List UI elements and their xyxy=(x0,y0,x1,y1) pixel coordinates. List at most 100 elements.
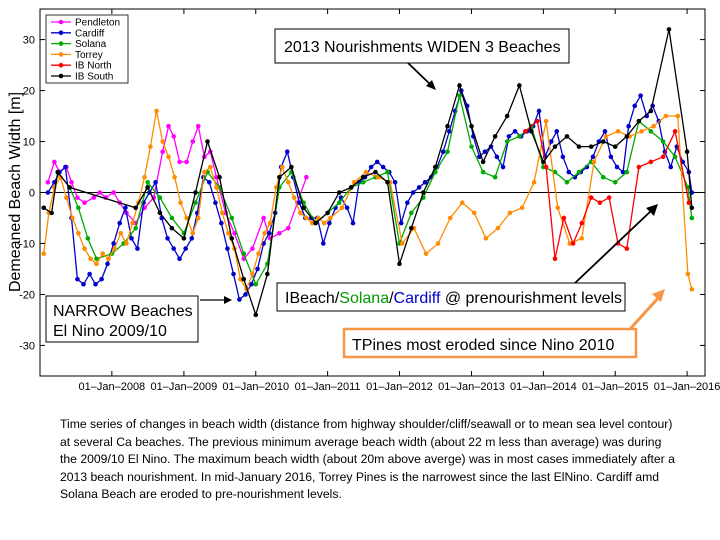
y-ticks: -30 -20 -10 0 10 20 30 xyxy=(19,35,705,352)
data-point xyxy=(207,164,213,170)
data-point xyxy=(380,164,386,170)
data-point xyxy=(385,169,390,175)
data-point xyxy=(675,113,681,119)
data-point xyxy=(237,297,242,302)
annotation-nourish-text: 2013 Nourishments WIDEN 3 Beaches xyxy=(284,39,561,56)
data-point xyxy=(229,215,235,221)
data-point xyxy=(689,287,695,292)
legend-swatch-marker xyxy=(58,73,64,79)
x-tick-label: 01–Jan–2012 xyxy=(366,381,433,393)
data-point xyxy=(531,180,537,185)
annotation-prenourish-box xyxy=(276,282,626,312)
data-point xyxy=(672,154,678,160)
data-point xyxy=(564,180,570,185)
data-point xyxy=(648,159,654,165)
data-point xyxy=(253,281,259,287)
data-point xyxy=(660,139,666,144)
data-point xyxy=(207,180,212,185)
data-point xyxy=(603,134,609,139)
data-point xyxy=(608,154,614,160)
data-point xyxy=(666,27,672,32)
data-point xyxy=(339,205,345,211)
data-point xyxy=(360,174,366,180)
data-point xyxy=(214,185,219,190)
data-point xyxy=(480,159,486,165)
data-point xyxy=(195,215,201,221)
data-point xyxy=(620,169,626,175)
data-point xyxy=(85,236,91,241)
data-point xyxy=(304,215,309,221)
legend-label: Solana xyxy=(75,39,107,50)
data-point xyxy=(169,225,175,231)
legend-swatch-marker xyxy=(58,41,64,46)
data-point xyxy=(157,210,163,216)
data-point xyxy=(482,149,488,155)
data-point xyxy=(265,271,270,277)
x-tick-label: 01–Jan–2010 xyxy=(222,381,289,393)
data-point xyxy=(75,276,80,282)
data-point xyxy=(626,123,631,129)
data-point xyxy=(171,134,176,139)
data-point xyxy=(321,220,327,226)
data-point xyxy=(373,169,378,175)
data-point xyxy=(253,312,259,318)
data-point xyxy=(142,174,147,180)
data-point xyxy=(420,190,426,195)
annotation-tpines-arrow xyxy=(628,294,662,331)
data-point xyxy=(552,144,558,149)
data-point xyxy=(374,159,380,165)
data-point xyxy=(408,225,414,231)
data-point xyxy=(504,139,510,144)
data-point xyxy=(506,134,512,139)
legend-label: IB North xyxy=(75,61,112,72)
data-point xyxy=(100,251,105,256)
data-point xyxy=(133,205,138,211)
legend-entry: Torrey xyxy=(51,50,103,61)
data-point xyxy=(668,164,674,170)
data-point xyxy=(500,164,506,170)
data-point xyxy=(184,159,189,165)
data-point xyxy=(445,123,450,129)
data-point xyxy=(632,103,638,109)
series-solana xyxy=(67,93,695,287)
data-point xyxy=(492,174,498,180)
legend-label: Cardiff xyxy=(75,28,104,39)
y-tick-label: 20 xyxy=(23,86,35,98)
data-point xyxy=(94,256,99,262)
data-point xyxy=(195,123,201,129)
data-point xyxy=(238,276,243,282)
data-point xyxy=(564,134,570,139)
data-point xyxy=(591,159,597,165)
data-point xyxy=(49,210,54,216)
data-point xyxy=(91,195,97,200)
data-point xyxy=(663,113,669,119)
annotation-nourish: 2013 Nourishments WIDEN 3 Beaches xyxy=(274,28,570,90)
data-point xyxy=(63,164,68,170)
x-tick-label: 01–Jan–2008 xyxy=(79,381,146,393)
data-point xyxy=(588,195,594,200)
data-point xyxy=(145,180,150,185)
data-point xyxy=(471,210,477,216)
data-point xyxy=(93,281,98,287)
data-point xyxy=(543,164,549,170)
data-point xyxy=(399,241,405,246)
data-point xyxy=(327,220,332,226)
data-point xyxy=(70,215,75,221)
series-ib-south xyxy=(41,27,695,318)
data-point xyxy=(560,154,566,160)
data-point xyxy=(301,205,306,211)
data-point xyxy=(285,225,291,231)
data-point xyxy=(184,215,189,221)
data-point xyxy=(214,174,219,180)
data-point xyxy=(517,83,522,88)
data-point xyxy=(554,129,560,134)
x-tick-label: 01–Jan–2014 xyxy=(510,381,577,393)
data-point xyxy=(177,256,182,262)
annotation-prenourish-arrow xyxy=(574,209,653,284)
data-point xyxy=(543,118,549,124)
data-point xyxy=(169,215,175,221)
legend-label: IB South xyxy=(75,72,113,83)
data-point xyxy=(225,246,230,251)
data-point xyxy=(588,144,594,149)
data-point xyxy=(111,190,116,195)
